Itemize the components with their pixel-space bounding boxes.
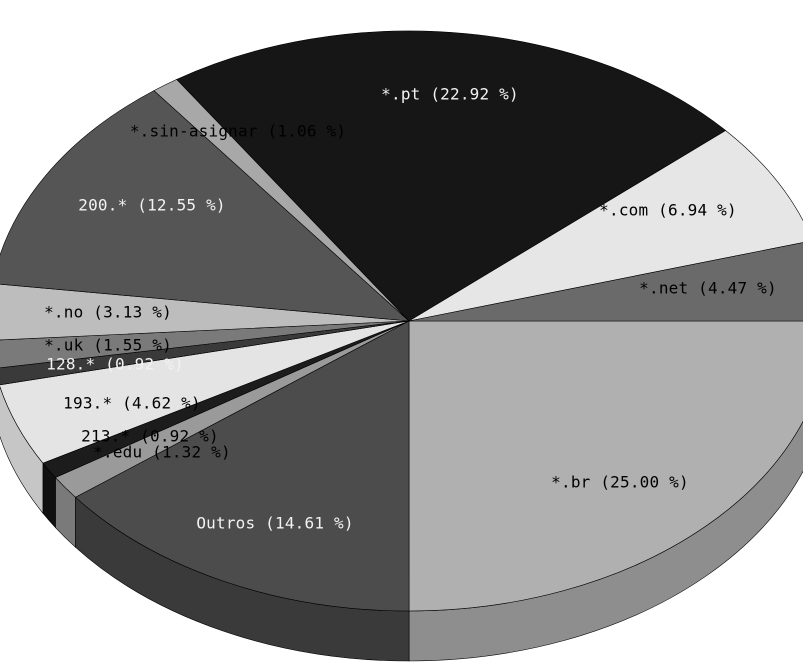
pie-slice-no: [0, 283, 410, 341]
pie-label-net: *.net (4.47 %): [639, 279, 777, 298]
pie-label-128: 128.* (0.92 %): [46, 355, 184, 374]
pie-top: [0, 30, 803, 612]
pie-label-pt: *.pt (22.92 %): [381, 85, 519, 104]
pie-slice-200: [0, 90, 410, 322]
pie-label-outros: Outros (14.61 %): [196, 514, 353, 533]
pie-slice-pt: [176, 30, 727, 322]
pie-slice-com: [408, 130, 803, 322]
pie-label-uk: *.uk (1.55 %): [44, 336, 172, 355]
pie-label-193: 193.* (4.62 %): [63, 394, 201, 413]
pie-slice-outros: [74, 320, 410, 612]
pie-label-com: *.com (6.94 %): [599, 201, 737, 220]
pie-slice-uk: [0, 320, 410, 369]
pie-label-sin-asignar: *.sin-asignar (1.06 %): [130, 122, 346, 141]
pie-slice-193: [0, 320, 410, 464]
pie-label-br: *.br (25.00 %): [551, 473, 689, 492]
pie-slice-br: [408, 320, 803, 612]
pie-label-edu: *.edu (1.32 %): [93, 443, 231, 462]
pie-label-200: 200.* (12.55 %): [78, 196, 226, 215]
pie-slice-net: [408, 242, 803, 322]
pie-label-no: *.no (3.13 %): [44, 303, 172, 322]
pie-label-213: 213.* (0.92 %): [81, 427, 219, 446]
pie-labels: *.br (25.00 %) Outros (14.61 %) *.edu (1.3…: [44, 85, 777, 533]
